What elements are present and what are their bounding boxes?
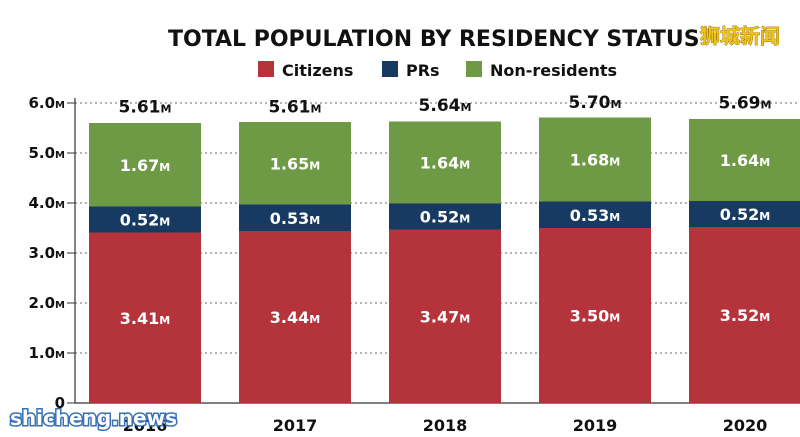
bar-value-label: 3.52M (720, 306, 770, 325)
bar-segment-2018-1 (389, 229, 501, 403)
bar-value-label: 0.53M (270, 209, 320, 228)
bar-value-label: 1.64M (420, 154, 470, 173)
bar-value-label: 3.47M (420, 307, 470, 326)
bar-total-label: 5.61M (269, 98, 322, 118)
y-tick-label: 5.0M (28, 144, 65, 162)
y-tick-label: 1.0M (28, 344, 65, 362)
legend-swatch-2 (382, 61, 398, 77)
bar-value-label: 3.41M (120, 309, 170, 328)
bar-value-label: 1.64M (720, 151, 770, 170)
bar-total-label: 5.61M (119, 98, 172, 118)
y-tick-label: 4.0M (28, 194, 65, 212)
chart-title: TOTAL POPULATION BY RESIDENCY STATUS (168, 27, 700, 52)
bar-value-label: 3.50M (570, 307, 620, 326)
bar-segment-2019-3 (539, 117, 651, 202)
x-tick-label: 2019 (573, 416, 618, 435)
x-tick-label: 2020 (723, 416, 768, 435)
bar-segment-2016-2 (89, 206, 201, 233)
bar-value-label: 0.53M (570, 206, 620, 225)
bar-value-label: 3.44M (270, 308, 320, 327)
bar-segment-2017-2 (239, 204, 351, 231)
bar-total-label: 5.69M (719, 94, 772, 114)
legend-swatch-1 (258, 61, 274, 77)
legend-swatch-3 (466, 61, 482, 77)
bar-segment-2017-3 (239, 122, 351, 205)
bar-segment-2016-3 (89, 123, 201, 207)
bar-segment-2020-2 (689, 201, 800, 227)
y-tick-label: 3.0M (28, 244, 65, 262)
bar-value-label: 1.68M (570, 151, 620, 170)
legend-label-1: Citizens (282, 61, 353, 80)
bar-value-label: 0.52M (720, 205, 770, 224)
bar-value-label: 1.65M (270, 154, 320, 173)
bar-segment-2018-2 (389, 203, 501, 230)
y-tick-label: 2.0M (28, 294, 65, 312)
x-tick-label: 2016 (123, 416, 168, 435)
bar-value-label: 1.67M (120, 156, 170, 175)
bar-segment-2017-1 (239, 231, 351, 403)
x-tick-label: 2018 (423, 416, 468, 435)
watermark-top-right: 狮城新闻 (700, 24, 780, 48)
bar-segment-2020-3 (689, 119, 800, 201)
legend-label-2: PRs (406, 61, 440, 80)
bar-segment-2018-3 (389, 121, 501, 204)
bar-value-label: 0.52M (120, 211, 170, 230)
bar-total-label: 5.64M (419, 96, 472, 116)
bar-segment-2016-1 (89, 232, 201, 403)
y-tick-label: 0 (55, 394, 65, 412)
x-axis: 2016 2017 2018 2019 2020 (123, 416, 768, 435)
x-tick-label: 2017 (273, 416, 318, 435)
y-tick-label: 6.0M (28, 94, 65, 112)
legend-label-3: Non-residents (490, 61, 617, 80)
bar-segment-2019-1 (539, 228, 651, 403)
chart-legend: Citizens PRs Non-residents (258, 61, 617, 80)
bar-total-label: 5.70M (569, 93, 622, 113)
watermark-bottom-left: shicheng.news (10, 406, 177, 430)
bar-segment-2019-2 (539, 201, 651, 228)
bar-value-label: 0.52M (420, 208, 470, 227)
bars-group: 3.41M 0.52M 1.67M 5.61M 3.44M 0.53M 1.65M 5.61M… (89, 93, 800, 403)
bar-segment-2020-1 (689, 227, 800, 403)
